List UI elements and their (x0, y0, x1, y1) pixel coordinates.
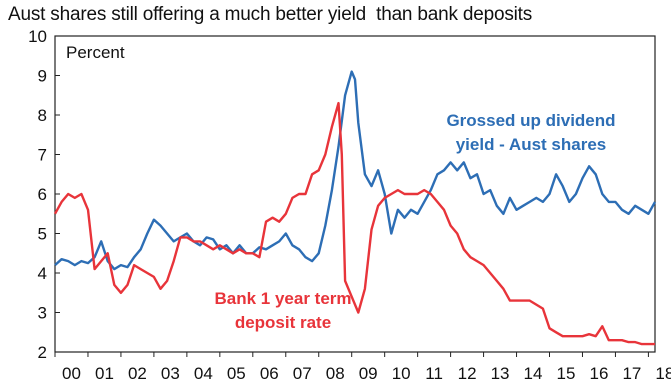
y-tick-label: 8 (38, 106, 47, 125)
x-tick-label: 15 (557, 364, 576, 383)
y-tick-label: 9 (38, 67, 47, 86)
series-labels: Grossed up dividend yield - Aust shares Ba… (214, 111, 615, 332)
y-tick-label: 6 (38, 185, 47, 204)
x-tick-label: 10 (392, 364, 411, 383)
dividend-yield-label: Grossed up dividend (446, 111, 615, 130)
y-tick-label: 10 (28, 27, 47, 46)
x-tick-label: 03 (161, 364, 180, 383)
x-tick-label: 16 (589, 364, 608, 383)
x-axis: 00 01 02 03 04 05 06 07 08 09 10 11 12 13 14 15 16 17 18 (54, 352, 671, 383)
x-tick-label: 02 (128, 364, 147, 383)
y-tick-label: 4 (38, 264, 47, 283)
deposit-rate-label: deposit rate (235, 313, 331, 332)
x-tick-label: 04 (194, 364, 213, 383)
x-tick-label: 13 (491, 364, 510, 383)
x-tick-label: 14 (524, 364, 543, 383)
y-tick-label: 2 (38, 343, 47, 362)
series-lines (53, 70, 657, 346)
x-tick-label: 17 (622, 364, 641, 383)
deposit-rate-label: Bank 1 year term (214, 289, 351, 308)
x-tick-label: 07 (293, 364, 312, 383)
dividend-yield-line (54, 70, 657, 271)
x-tick-label: 12 (458, 364, 477, 383)
chart-title: Aust shares still offering a much better… (8, 4, 533, 25)
x-tick-label: 09 (359, 364, 378, 383)
x-tick-label: 18 (655, 364, 671, 383)
x-tick-label: 05 (227, 364, 246, 383)
y-axis-label: Percent (66, 43, 125, 62)
y-tick-label: 7 (38, 146, 47, 165)
x-tick-label: 00 (62, 364, 81, 383)
x-tick-label: 08 (326, 364, 345, 383)
x-tick-label: 06 (260, 364, 279, 383)
y-tick-label: 3 (38, 304, 47, 323)
deposit-rate-line (53, 101, 655, 346)
y-tick-label: 5 (38, 225, 47, 244)
x-tick-label: 11 (425, 364, 443, 383)
y-axis: 2 3 4 5 6 7 8 9 10 (28, 27, 60, 362)
dividend-yield-label: yield - Aust shares (456, 135, 607, 154)
x-tick-label: 01 (95, 364, 114, 383)
